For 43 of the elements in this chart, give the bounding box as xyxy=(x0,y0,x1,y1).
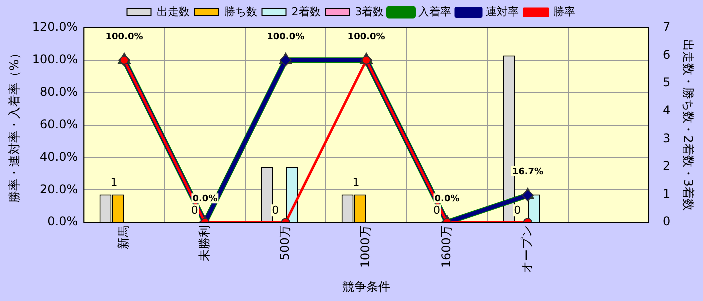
legend-label: 出走数 xyxy=(156,5,190,18)
x-tick-label: 1600万 xyxy=(439,226,454,268)
y2-tick-label: 1 xyxy=(662,186,671,201)
x-axis-title: 競争条件 xyxy=(342,280,391,294)
y2-tick-label: 0 xyxy=(662,214,671,229)
legend-label: 2着数 xyxy=(292,5,321,18)
data-label: 0 xyxy=(272,204,280,217)
data-label: 0.0% xyxy=(192,194,218,204)
y-tick-label: 40.0% xyxy=(40,150,78,164)
y2-tick-label: 6 xyxy=(662,48,671,62)
y-tick-label: 80.0% xyxy=(40,84,78,99)
y-tick-label: 20.0% xyxy=(40,182,78,196)
legend-label: 入着率 xyxy=(418,5,452,18)
legend-label: 連対率 xyxy=(486,5,520,18)
x-tick-label: オープン xyxy=(520,226,534,274)
y-tick-label: 60.0% xyxy=(40,117,78,132)
data-label: 0 xyxy=(191,204,198,217)
legend-label: 勝ち数 xyxy=(224,5,258,18)
y2-tick-label: 2 xyxy=(662,159,671,174)
y-tick-label: 100.0% xyxy=(32,52,78,67)
y2-axis-title: 出走数・勝ち数・2着数・3着数 xyxy=(682,40,696,211)
data-label: 0 xyxy=(433,204,440,217)
y2-tick-label: 7 xyxy=(662,20,671,34)
data-label: 100.0% xyxy=(267,32,305,42)
data-label: 100.0% xyxy=(348,32,386,42)
data-label: 100.0% xyxy=(106,32,144,42)
data-label: 16.7% xyxy=(512,167,544,178)
y2-tick-label: 3 xyxy=(662,131,671,146)
x-tick-label: 新馬 xyxy=(116,226,131,250)
y2-tick-label: 5 xyxy=(662,76,671,90)
data-label: 1 xyxy=(352,176,360,190)
x-tick-label: 未勝利 xyxy=(197,226,212,262)
legend-label: 勝率 xyxy=(554,5,576,18)
y2-tick-label: 4 xyxy=(662,104,671,118)
data-label: 0.0% xyxy=(434,194,460,204)
x-tick-label: 1000万 xyxy=(358,226,373,268)
legend-label: 3着数 xyxy=(355,5,384,18)
data-label: 1 xyxy=(110,176,118,190)
y-tick-label: 0.0% xyxy=(48,214,78,229)
y-tick-label: 120.0% xyxy=(32,20,78,34)
y-axis-title: 勝率・連対率・入着率（%） xyxy=(7,48,22,204)
x-tick-label: 500万 xyxy=(278,226,292,261)
data-label: 0 xyxy=(514,204,522,217)
